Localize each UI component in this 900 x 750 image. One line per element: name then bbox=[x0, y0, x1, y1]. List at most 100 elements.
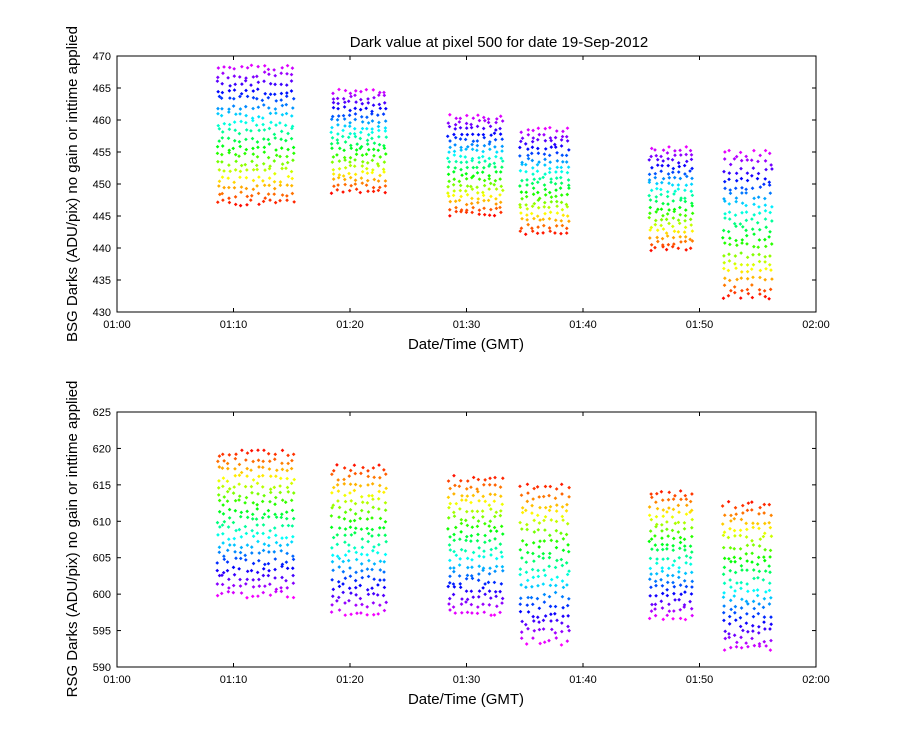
data-point bbox=[256, 594, 260, 599]
data-point bbox=[482, 212, 487, 217]
data-point bbox=[284, 111, 289, 116]
data-point bbox=[518, 520, 522, 525]
data-point bbox=[763, 547, 767, 552]
data-point bbox=[352, 164, 357, 169]
data-point bbox=[370, 567, 374, 572]
data-point bbox=[448, 566, 453, 570]
data-point bbox=[470, 132, 475, 137]
data-point bbox=[255, 184, 259, 188]
data-point bbox=[768, 648, 773, 652]
data-point bbox=[566, 183, 571, 188]
data-point bbox=[535, 162, 540, 167]
data-point bbox=[525, 550, 530, 555]
data-point bbox=[358, 596, 363, 601]
data-point bbox=[676, 503, 681, 508]
data-point bbox=[689, 570, 694, 575]
data-point bbox=[359, 97, 363, 102]
data-point bbox=[682, 163, 687, 168]
data-point bbox=[752, 244, 756, 249]
data-point bbox=[682, 579, 687, 583]
data-point bbox=[665, 194, 670, 199]
data-point bbox=[249, 128, 253, 133]
data-point bbox=[769, 534, 774, 539]
data-point bbox=[722, 254, 726, 258]
data-point bbox=[469, 125, 474, 130]
data-point bbox=[670, 573, 675, 578]
data-point bbox=[678, 607, 683, 612]
data-point bbox=[488, 566, 492, 571]
data-point bbox=[732, 528, 737, 533]
data-point bbox=[272, 159, 277, 163]
data-point bbox=[262, 183, 267, 188]
data-point bbox=[500, 144, 505, 149]
data-point bbox=[232, 485, 237, 489]
data-point bbox=[278, 490, 283, 495]
data-point bbox=[342, 477, 346, 482]
data-point bbox=[376, 128, 381, 133]
data-point bbox=[451, 170, 456, 174]
data-point bbox=[726, 293, 731, 298]
data-point bbox=[262, 70, 267, 74]
data-point bbox=[365, 161, 370, 165]
data-point bbox=[750, 295, 755, 300]
data-point bbox=[454, 205, 458, 210]
data-point bbox=[750, 551, 754, 556]
data-point bbox=[216, 486, 221, 490]
data-point bbox=[739, 606, 744, 610]
data-point bbox=[732, 555, 737, 560]
data-point bbox=[733, 559, 737, 564]
data-point bbox=[453, 483, 457, 488]
data-point bbox=[727, 632, 731, 636]
data-point bbox=[764, 590, 768, 594]
data-point bbox=[459, 145, 463, 150]
data-point bbox=[453, 122, 458, 127]
data-point bbox=[215, 151, 220, 156]
data-point bbox=[518, 596, 523, 601]
data-point bbox=[477, 212, 482, 217]
data-point bbox=[285, 468, 289, 473]
data-point bbox=[452, 177, 457, 182]
data-point bbox=[481, 126, 486, 131]
data-point bbox=[227, 163, 231, 167]
data-point bbox=[471, 550, 476, 555]
data-point bbox=[268, 111, 273, 116]
data-point bbox=[228, 96, 232, 100]
data-point bbox=[519, 527, 524, 531]
data-point bbox=[366, 97, 370, 101]
data-point bbox=[231, 104, 236, 108]
data-point bbox=[353, 182, 358, 186]
data-point bbox=[231, 491, 236, 495]
data-point bbox=[273, 502, 277, 507]
data-point bbox=[670, 528, 675, 533]
data-point bbox=[684, 145, 689, 149]
data-point bbox=[226, 537, 231, 542]
data-point bbox=[225, 461, 230, 466]
data-point bbox=[370, 119, 375, 123]
data-point bbox=[262, 493, 266, 498]
data-point bbox=[653, 579, 658, 584]
data-point bbox=[268, 487, 273, 492]
data-point bbox=[364, 152, 369, 157]
data-point bbox=[541, 618, 546, 623]
data-point bbox=[286, 523, 291, 528]
data-point bbox=[723, 636, 728, 641]
data-point bbox=[364, 106, 369, 111]
data-point bbox=[543, 157, 547, 162]
data-point bbox=[493, 165, 497, 169]
data-point bbox=[216, 159, 220, 164]
data-point bbox=[547, 594, 552, 599]
data-point bbox=[769, 513, 774, 518]
data-point bbox=[233, 508, 238, 513]
data-point bbox=[665, 189, 670, 194]
data-point bbox=[280, 65, 285, 70]
data-point bbox=[220, 191, 225, 196]
data-point bbox=[475, 509, 480, 514]
data-point bbox=[329, 117, 334, 122]
data-point bbox=[267, 176, 272, 180]
data-point bbox=[267, 467, 272, 471]
data-point bbox=[654, 500, 658, 505]
data-point bbox=[381, 167, 386, 172]
data-point bbox=[447, 213, 452, 218]
y-axis-label: BSG Darks (ADU/pix) no gain or inttime a… bbox=[64, 26, 81, 342]
data-point bbox=[654, 593, 658, 598]
